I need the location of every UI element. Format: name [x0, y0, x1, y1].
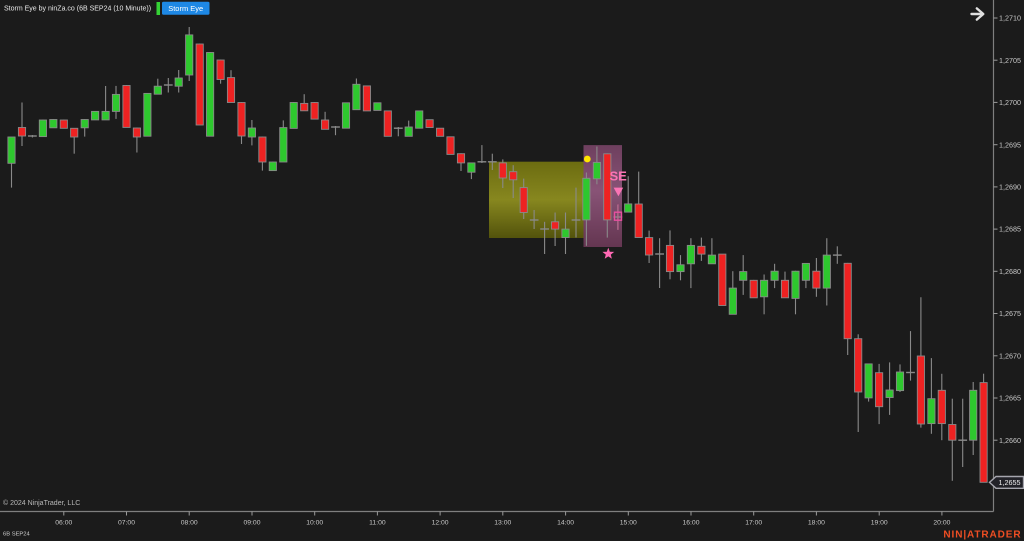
svg-text:1,2710: 1,2710 [999, 14, 1021, 23]
svg-text:1,2675: 1,2675 [999, 309, 1021, 318]
svg-text:17:00: 17:00 [745, 520, 762, 527]
svg-text:14:00: 14:00 [557, 520, 574, 527]
svg-text:1,2680: 1,2680 [999, 267, 1021, 276]
svg-text:Storm Eye by ninZa.co (6B SEP2: Storm Eye by ninZa.co (6B SEP24 (10 Minu… [4, 6, 151, 13]
svg-text:18:00: 18:00 [808, 520, 825, 527]
svg-text:1,2690: 1,2690 [999, 183, 1021, 192]
svg-text:1,2685: 1,2685 [999, 225, 1021, 234]
svg-text:13:00: 13:00 [494, 520, 511, 527]
svg-text:1,2670: 1,2670 [999, 351, 1021, 360]
svg-text:1,2655: 1,2655 [999, 478, 1021, 487]
svg-text:Storm Eye: Storm Eye [168, 4, 203, 13]
svg-text:15:00: 15:00 [620, 520, 637, 527]
svg-text:© 2024 NinjaTrader, LLC: © 2024 NinjaTrader, LLC [3, 499, 80, 507]
svg-text:1,2660: 1,2660 [999, 436, 1021, 445]
svg-text:06:00: 06:00 [55, 520, 72, 527]
svg-text:08:00: 08:00 [181, 520, 198, 527]
svg-text:1,2665: 1,2665 [999, 394, 1021, 403]
svg-text:6B SEP24: 6B SEP24 [3, 532, 31, 538]
svg-text:19:00: 19:00 [871, 520, 888, 527]
svg-text:NIN|ATRADER: NIN|ATRADER [943, 530, 1021, 541]
svg-text:09:00: 09:00 [243, 520, 260, 527]
svg-text:16:00: 16:00 [682, 520, 699, 527]
svg-text:11:00: 11:00 [369, 520, 386, 527]
svg-text:1,2695: 1,2695 [999, 140, 1021, 149]
svg-text:10:00: 10:00 [306, 520, 323, 527]
svg-text:1,2705: 1,2705 [999, 56, 1021, 65]
svg-text:07:00: 07:00 [118, 520, 135, 527]
svg-text:SE: SE [610, 168, 628, 183]
svg-text:12:00: 12:00 [432, 520, 449, 527]
svg-text:1,2700: 1,2700 [999, 98, 1021, 107]
svg-text:20:00: 20:00 [933, 520, 950, 527]
